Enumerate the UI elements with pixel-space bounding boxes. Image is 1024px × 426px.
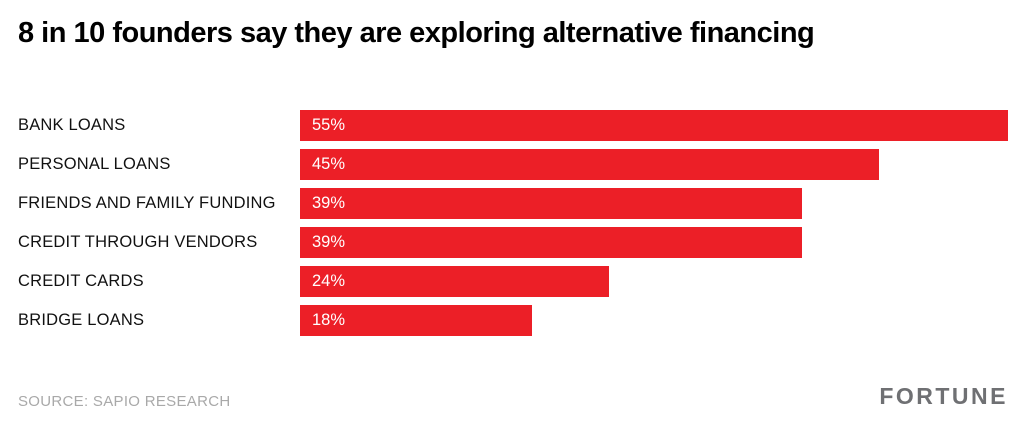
- category-label: PERSONAL LOANS: [18, 155, 171, 173]
- bar: 45%: [300, 149, 880, 180]
- chart-title: 8 in 10 founders say they are exploring …: [18, 17, 815, 49]
- bar-row: CREDIT CARDS 24%: [18, 266, 1008, 297]
- value-label: 39%: [312, 233, 346, 251]
- category-label: CREDIT THROUGH VENDORS: [18, 233, 258, 251]
- bar-track: 39%: [300, 188, 1008, 219]
- value-label: 45%: [312, 155, 346, 173]
- bar: 39%: [300, 188, 803, 219]
- category-label: CREDIT CARDS: [18, 272, 144, 290]
- category-label: BANK LOANS: [18, 116, 126, 134]
- bar: 24%: [300, 266, 609, 297]
- category-label: FRIENDS AND FAMILY FUNDING: [18, 194, 276, 212]
- category-label: BRIDGE LOANS: [18, 311, 145, 329]
- source-text: SOURCE: SAPIO RESEARCH: [18, 393, 231, 410]
- bar-track: 18%: [300, 305, 1008, 336]
- bar: 18%: [300, 305, 532, 336]
- value-label: 39%: [312, 194, 346, 212]
- bar-track: 55%: [300, 110, 1008, 141]
- bar-row: BRIDGE LOANS 18%: [18, 305, 1008, 336]
- value-label: 18%: [312, 311, 346, 329]
- bar-row: BANK LOANS 55%: [18, 110, 1008, 141]
- bar-track: 24%: [300, 266, 1008, 297]
- fortune-logo: FORTUNE: [879, 383, 1008, 409]
- bar-row: PERSONAL LOANS 45%: [18, 149, 1008, 180]
- value-label: 24%: [312, 272, 346, 290]
- bar-chart: BANK LOANS 55% PERSONAL LOANS 45% FRIENDS AN…: [18, 110, 1008, 344]
- bar-track: 39%: [300, 227, 1008, 258]
- bar-row: FRIENDS AND FAMILY FUNDING 39%: [18, 188, 1008, 219]
- chart-footer: SOURCE: SAPIO RESEARCH FORTUNE: [18, 383, 1008, 410]
- bar: 55%: [300, 110, 1008, 141]
- bar-track: 45%: [300, 149, 1008, 180]
- value-label: 55%: [312, 116, 346, 134]
- bar: 39%: [300, 227, 803, 258]
- bar-row: CREDIT THROUGH VENDORS 39%: [18, 227, 1008, 258]
